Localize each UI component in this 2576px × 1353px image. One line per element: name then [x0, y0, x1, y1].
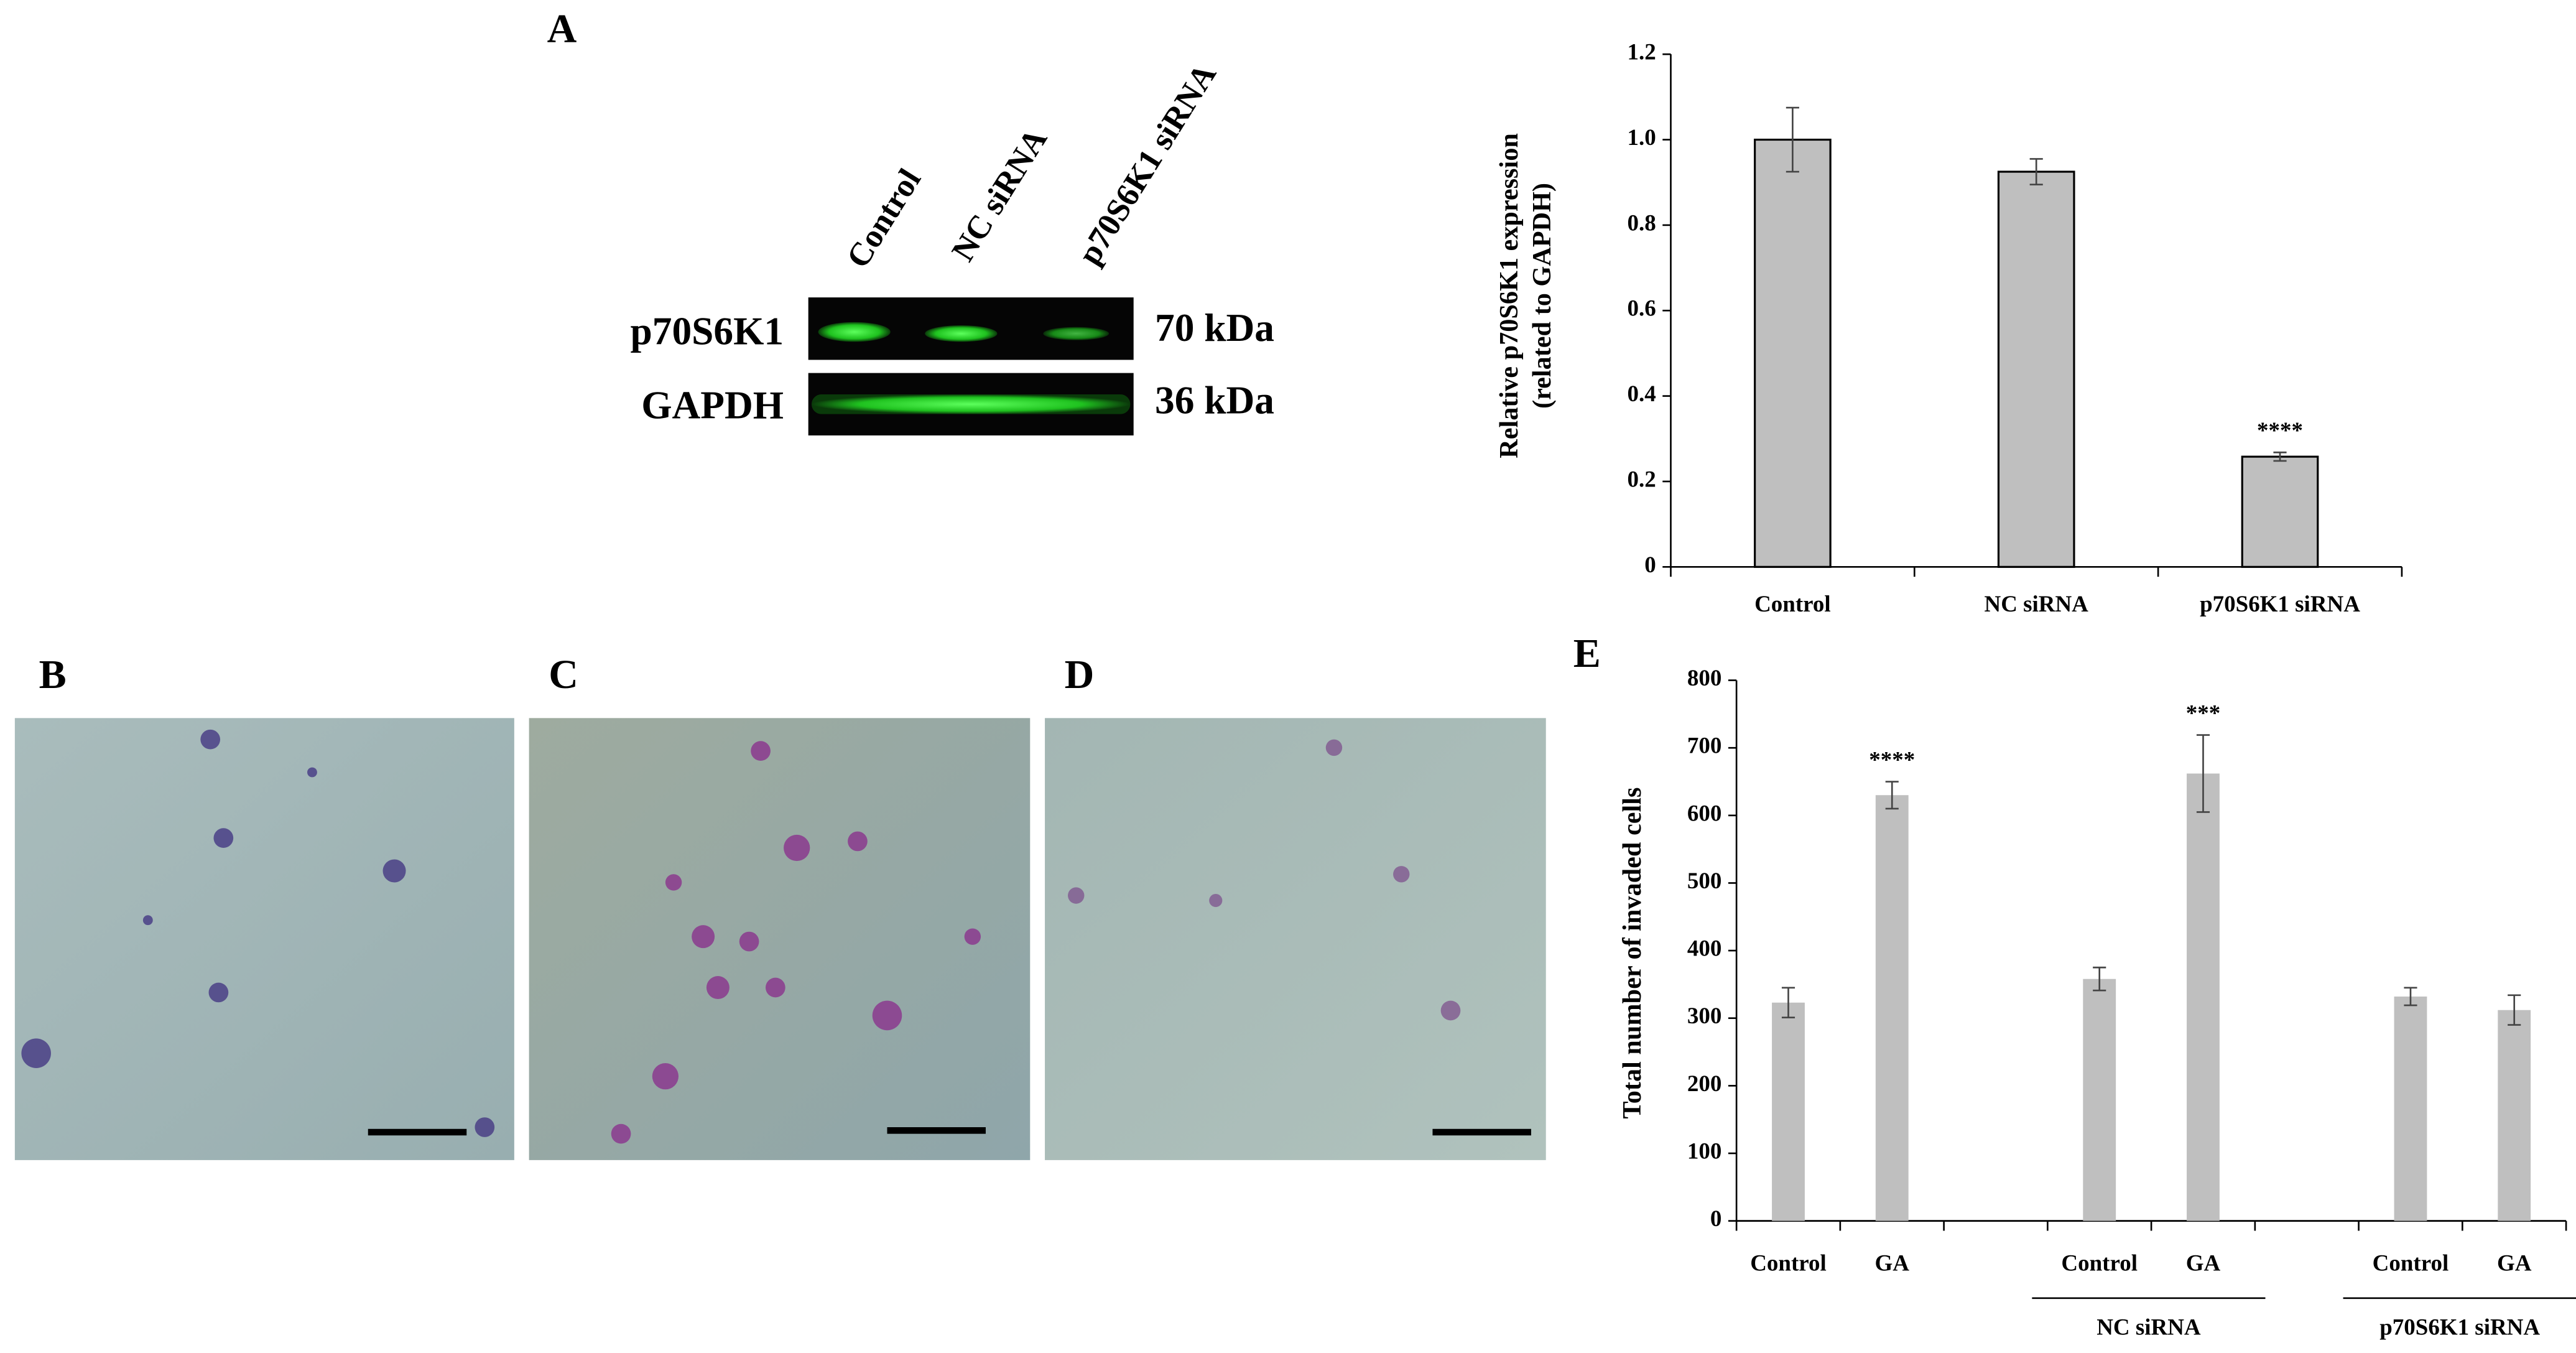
x-tick-label: GA	[2186, 1250, 2221, 1275]
size-label: 36 kDa	[1155, 378, 1274, 422]
blot-band	[1043, 327, 1110, 340]
size-label: 70 kDa	[1155, 306, 1274, 350]
protein-label: p70S6K1	[631, 309, 784, 353]
y-axis-title: (related to GAPDH)	[1527, 183, 1557, 409]
cells	[611, 741, 981, 1144]
y-tick-label: 1.0	[1627, 124, 1656, 150]
significance: ***	[2186, 700, 2220, 725]
y-tick-label: 0	[1710, 1206, 1721, 1231]
x-tick-label: Control	[1750, 1250, 1827, 1275]
micrograph	[1045, 718, 1546, 1160]
bar	[2187, 773, 2220, 1221]
y-tick-label: 700	[1687, 733, 1721, 758]
bar	[1754, 138, 1832, 568]
lane-label: NC siRNA	[945, 123, 1054, 268]
y-tick-label: 600	[1687, 800, 1721, 825]
bar	[1875, 795, 1909, 1221]
y-tick-label: 400	[1687, 936, 1721, 961]
western-blot: Control NC siRNA p70S6K1 siRNA p70S6K1 G…	[631, 57, 1274, 435]
y-tick-label: 500	[1687, 868, 1721, 893]
panel-label: D	[1065, 652, 1095, 697]
y-tick-label: 0	[1644, 552, 1656, 577]
y-tick-label: 800	[1687, 665, 1721, 690]
protein-label: GAPDH	[641, 383, 784, 427]
y-axis-title: Total number of invaded cells	[1618, 788, 1647, 1119]
panel-label: A	[547, 6, 577, 52]
blot-band	[925, 325, 998, 342]
x-tick-label: NC siRNA	[1985, 591, 2089, 616]
y-tick-label: 0.8	[1627, 210, 1656, 235]
y-tick-label: 0.6	[1627, 295, 1656, 321]
panel-label: B	[39, 652, 67, 697]
bar	[2394, 996, 2427, 1221]
micrograph	[14, 718, 514, 1160]
group-label: p70S6K1 siRNA	[2379, 1314, 2540, 1339]
y-tick-label: 1.2	[1627, 39, 1656, 65]
bar	[2241, 455, 2319, 568]
x-tick-label: GA	[1875, 1250, 1910, 1275]
cells	[1068, 739, 1461, 1021]
lane-label: p70S6K1 siRNA	[1072, 57, 1223, 271]
bar	[1997, 170, 2075, 568]
x-tick-label: p70S6K1 siRNA	[2200, 591, 2360, 616]
cells	[21, 729, 495, 1137]
panel-label: E	[1573, 631, 1601, 676]
bar	[2083, 979, 2116, 1221]
x-tick-label: GA	[2497, 1250, 2532, 1275]
x-tick-label: Control	[2373, 1250, 2449, 1275]
y-tick-label: 300	[1687, 1003, 1721, 1028]
x-tick-label: Control	[1754, 591, 1831, 616]
significance: ****	[2257, 417, 2303, 443]
significance: ****	[1869, 746, 1915, 772]
bar	[2498, 1010, 2531, 1221]
y-tick-label: 100	[1687, 1138, 1721, 1163]
lane-label: Control	[840, 162, 928, 274]
y-axis-title: Relative p70S6K1 expression	[1494, 133, 1524, 458]
y-tick-label: 0.4	[1627, 381, 1656, 406]
micrograph	[529, 718, 1031, 1160]
micrographs	[14, 718, 1546, 1160]
blot-band	[818, 322, 891, 342]
panel-label: C	[549, 652, 578, 697]
x-tick-label: Control	[2061, 1250, 2138, 1275]
group-label: NC siRNA	[2096, 1314, 2201, 1339]
bar	[1772, 1002, 1805, 1221]
y-tick-label: 0.2	[1627, 466, 1656, 491]
y-tick-label: 200	[1687, 1071, 1721, 1096]
blot-band	[811, 394, 1131, 414]
